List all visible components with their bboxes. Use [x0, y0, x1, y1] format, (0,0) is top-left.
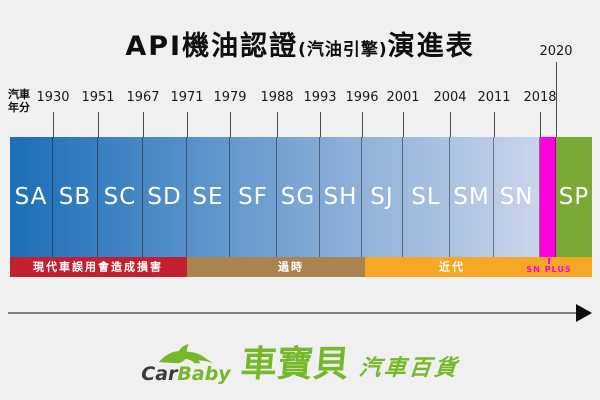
- grade-label: SL: [411, 184, 441, 210]
- x-axis-label: 汽車 年分: [8, 88, 30, 114]
- year-tick: [230, 112, 231, 137]
- year-tick: [450, 112, 451, 137]
- grade-label: SF: [238, 184, 268, 210]
- grade-label: SE: [192, 184, 224, 210]
- year-label: 2011: [477, 90, 511, 105]
- year-tick: [494, 112, 495, 137]
- year-label: 2018: [523, 90, 557, 105]
- year-label: 1971: [170, 90, 204, 105]
- status-strip: 近代: [365, 257, 592, 277]
- year-tick: [540, 112, 541, 137]
- x-axis-label-line2: 年分: [8, 101, 30, 114]
- year-tick: [556, 62, 557, 137]
- page-title: API機油認證 (汽油引擎) 演進表: [0, 24, 600, 63]
- grade-segment-sn-plus: [540, 137, 556, 257]
- year-tick: [98, 112, 99, 137]
- year-tick: [362, 112, 363, 137]
- grade-segment-sf: SF: [230, 137, 277, 257]
- status-strip-label: 近代: [439, 260, 465, 274]
- year-label: 2004: [433, 90, 467, 105]
- year-label: 1988: [260, 90, 294, 105]
- grade-label: SG: [280, 184, 316, 210]
- grade-segment-sh: SH: [320, 137, 362, 257]
- grade-segment-sc: SC: [98, 137, 143, 257]
- grade-segment-sm: SM: [450, 137, 494, 257]
- year-tick: [143, 112, 144, 137]
- grade-segment-sp: SP: [556, 137, 592, 257]
- year-tick: [187, 112, 188, 137]
- timeline-arrow-head-icon: [576, 304, 592, 322]
- grade-segment-sb: SB: [53, 137, 98, 257]
- grade-segment-sl: SL: [403, 137, 450, 257]
- grade-segment-sd: SD: [143, 137, 187, 257]
- logo-baby: Baby: [177, 363, 231, 385]
- grade-label: SN: [499, 184, 534, 210]
- status-strip: 過時: [187, 257, 365, 277]
- year-tick: [277, 112, 278, 137]
- grade-label: SH: [323, 184, 358, 210]
- logo-carbaby-text: CarBaby: [141, 364, 230, 385]
- year-label: 1993: [303, 90, 337, 105]
- grade-label: SD: [147, 184, 182, 210]
- year-label: 1979: [213, 90, 247, 105]
- year-label: 1996: [345, 90, 379, 105]
- rabbit-icon: [158, 344, 214, 364]
- x-axis-label-line1: 汽車: [8, 88, 30, 101]
- grade-label: SA: [14, 184, 48, 210]
- title-main-right: 演進表: [387, 31, 475, 62]
- grade-label: SP: [558, 184, 590, 210]
- year-label: 1967: [126, 90, 160, 105]
- status-strip: 現代車誤用會造成損害: [10, 257, 187, 277]
- year-label: 1951: [81, 90, 115, 105]
- year-label: 1930: [36, 90, 70, 105]
- title-main-left: API機油認證: [125, 31, 299, 62]
- year-label: 2020: [539, 44, 573, 59]
- year-tick: [403, 112, 404, 137]
- logo-brand-cjk: 車寶貝: [238, 344, 351, 385]
- grade-segment-sa: SA: [10, 137, 53, 257]
- timeline-bar: SA SB SC SD SE SF SG SH SJ SL SM SN SP: [10, 137, 592, 257]
- grade-label: SJ: [370, 184, 394, 210]
- grade-label: SB: [58, 184, 92, 210]
- year-label: 2001: [386, 90, 420, 105]
- logo-suffix-cjk: 汽車百貨: [357, 356, 460, 381]
- grade-gradient-region: [10, 137, 540, 257]
- title-paren: (汽油引擎): [298, 40, 388, 60]
- grade-segment-se: SE: [187, 137, 230, 257]
- timeline-arrow-line: [8, 312, 578, 314]
- carbaby-logo: CarBaby 車寶貝 汽車百貨: [0, 344, 600, 385]
- grade-label: SC: [103, 184, 137, 210]
- grade-segment-sn: SN: [494, 137, 540, 257]
- grade-segment-sg: SG: [277, 137, 320, 257]
- year-tick: [53, 112, 54, 137]
- logo-car: Car: [141, 363, 178, 385]
- sn-plus-tick: [548, 258, 550, 264]
- sn-plus-label: SN PLUS: [526, 265, 572, 274]
- year-tick: [320, 112, 321, 137]
- status-strip-label: 過時: [278, 260, 304, 274]
- logo-wordmark-block: CarBaby: [141, 344, 231, 385]
- grade-segment-sj: SJ: [362, 137, 403, 257]
- status-strip-label: 現代車誤用會造成損害: [33, 260, 163, 274]
- grade-label: SM: [453, 184, 490, 210]
